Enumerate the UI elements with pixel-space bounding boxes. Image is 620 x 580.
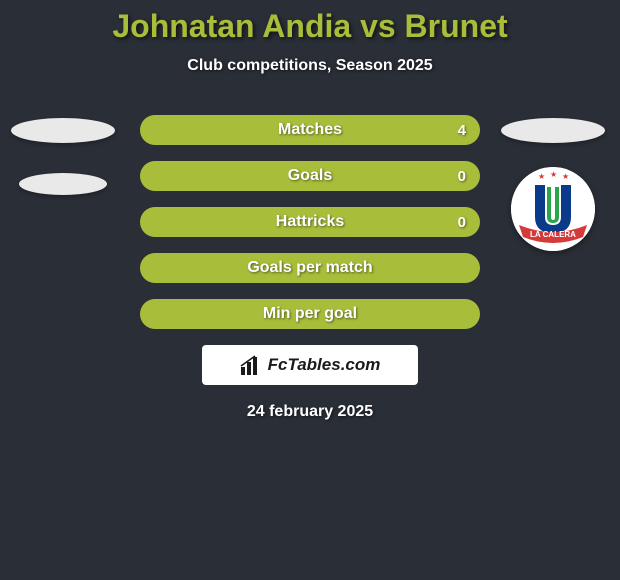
stat-row-min-per-goal: Min per goal <box>140 299 480 329</box>
stat-label: Matches <box>278 121 342 139</box>
date-line: 24 february 2025 <box>0 403 620 421</box>
page-title: Johnatan Andia vs Brunet <box>0 0 620 45</box>
fctables-label: FcTables.com <box>268 355 381 375</box>
stat-row-goals-per-match: Goals per match <box>140 253 480 283</box>
fctables-attribution: FcTables.com <box>202 345 418 385</box>
stat-value: 0 <box>458 168 466 185</box>
subtitle: Club competitions, Season 2025 <box>0 57 620 75</box>
stat-label: Goals per match <box>247 259 372 277</box>
stat-row-matches: Matches 4 <box>140 115 480 145</box>
stat-value: 4 <box>458 122 466 139</box>
stat-value: 0 <box>458 214 466 231</box>
stats-block: Matches 4 Goals 0 Hattricks 0 Goals per … <box>0 115 620 329</box>
stat-label: Goals <box>288 167 332 185</box>
bars-icon <box>240 354 262 376</box>
stat-row-hattricks: Hattricks 0 <box>140 207 480 237</box>
stat-label: Hattricks <box>276 213 344 231</box>
stat-label: Min per goal <box>263 305 357 323</box>
stat-row-goals: Goals 0 <box>140 161 480 191</box>
